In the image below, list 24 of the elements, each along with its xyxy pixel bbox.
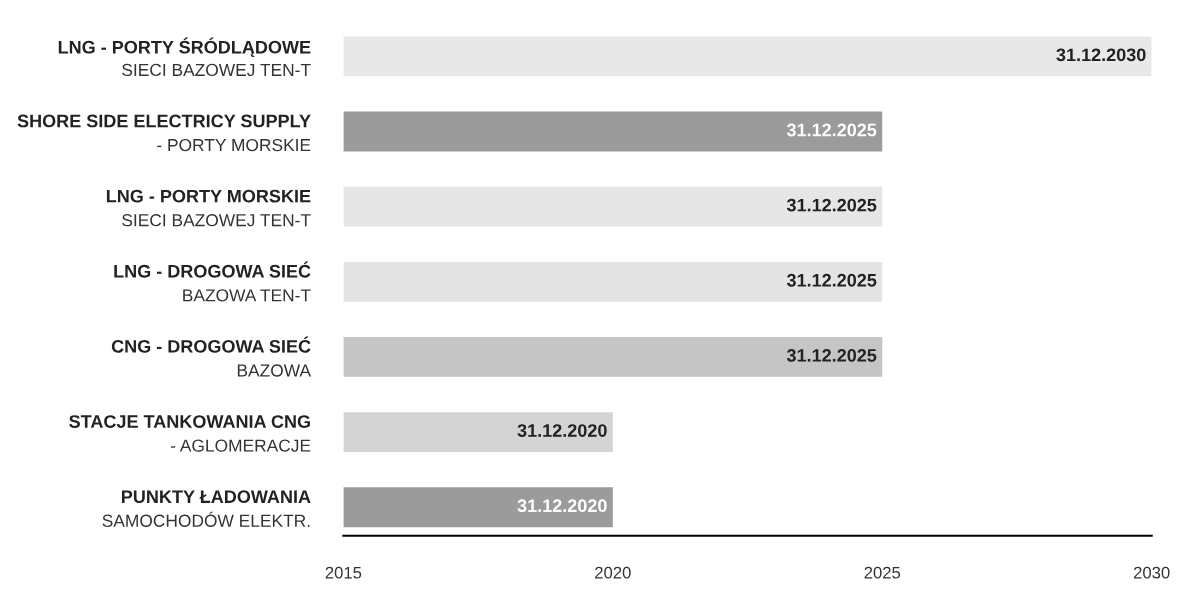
bar (343, 261, 883, 302)
y-tick-label: LNG - PORTY ŚRÓDLĄDOWE SIECI BAZOWEJ TEN-T (58, 37, 311, 77)
data-label: 31.12.2025 (786, 123, 877, 137)
bar (343, 487, 613, 528)
bar (343, 111, 883, 152)
y-tick-label: STACJE TANKOWANIA CNG - AGLOMERACJE (69, 415, 311, 452)
x-tick-label: 2030 (1133, 566, 1170, 579)
data-label: 31.12.2025 (786, 198, 877, 212)
bar (343, 412, 613, 452)
bar (343, 186, 883, 227)
y-tick-label: PUNKTY ŁADOWANIA SAMOCHODÓW ELEKTR. (102, 490, 311, 527)
data-label: 31.12.2025 (786, 273, 877, 287)
y-tick-label: SHORE SIDE ELECTRICY SUPPLY - PORTY MORSKIE (17, 114, 311, 152)
bar (343, 337, 883, 377)
x-tick-label: 2020 (595, 566, 631, 579)
data-label: 31.12.2020 (517, 499, 607, 513)
data-label: 31.12.2030 (1056, 48, 1146, 62)
y-tick-label: CNG - DROGOWA SIEĆ BAZOWA (111, 336, 312, 377)
x-tick-label: 2015 (325, 566, 362, 579)
y-tick-label: LNG - PORTY MORSKIE SIECI BAZOWEJ TEN-T (106, 189, 311, 227)
data-label: 31.12.2020 (517, 424, 607, 437)
y-tick-label: LNG - DROGOWA SIEĆ BAZOWA TEN-T (114, 261, 311, 302)
data-label: 31.12.2025 (786, 349, 877, 362)
x-tick-label: 2025 (864, 566, 901, 579)
